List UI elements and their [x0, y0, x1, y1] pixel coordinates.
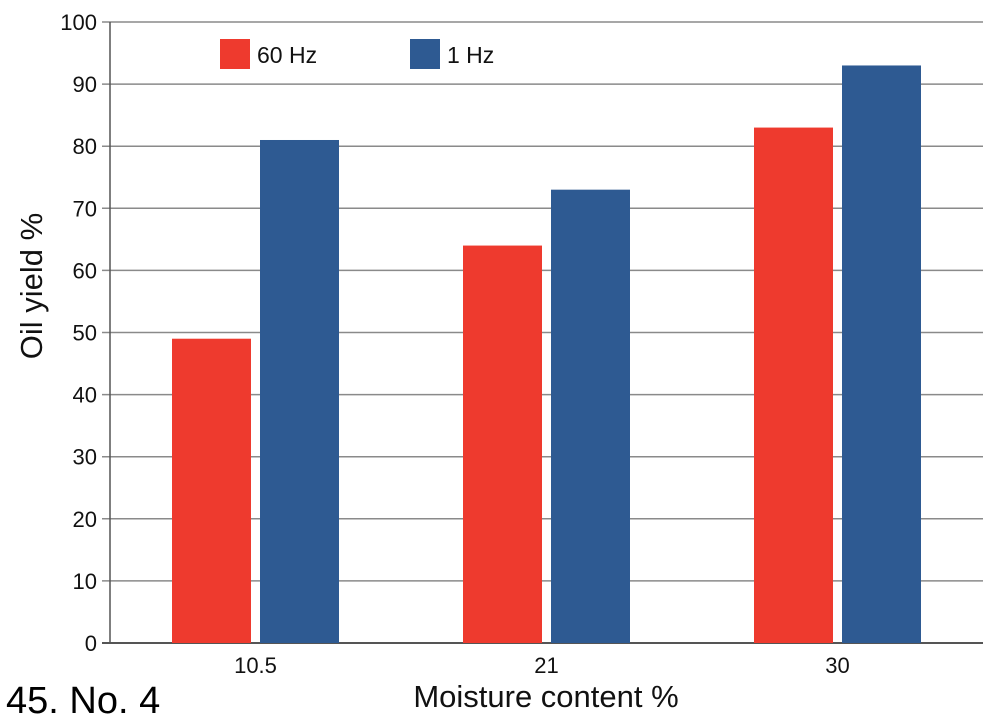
legend-label-1hz: 1 Hz: [447, 42, 494, 68]
x-axis-title: Moisture content %: [413, 679, 678, 714]
y-tick-label: 60: [73, 258, 97, 283]
legend: 60 Hz 1 Hz: [220, 39, 494, 69]
bar: [463, 245, 542, 643]
bars: [172, 65, 921, 644]
y-tick-label: 0: [85, 631, 97, 656]
y-tick-label: 80: [73, 134, 97, 159]
bar: [172, 338, 251, 643]
bar: [754, 127, 833, 643]
x-tick-label: 30: [825, 653, 849, 678]
x-tick-label: 10.5: [234, 653, 277, 678]
y-tick-label: 20: [73, 507, 97, 532]
y-axis-title: Oil yield %: [14, 213, 49, 359]
y-tick-label: 40: [73, 383, 97, 408]
x-tick-label: 21: [534, 653, 558, 678]
x-tick-labels: 10.5 21 30: [234, 653, 850, 678]
legend-swatch-1hz: [410, 39, 440, 69]
y-tick-label: 90: [73, 72, 97, 97]
y-tick-label: 30: [73, 445, 97, 470]
bar: [842, 65, 921, 644]
caption-fragment: 45. No. 4: [6, 680, 160, 715]
y-tick-label: 100: [60, 10, 97, 35]
bar: [260, 139, 339, 644]
y-tick-label: 10: [73, 569, 97, 594]
legend-swatch-60hz: [220, 39, 250, 69]
bar: [551, 189, 630, 644]
y-tick-labels: 0 10 20 30 40 50 60 70 80 90 100: [60, 10, 97, 656]
y-tick-label: 50: [73, 321, 97, 346]
legend-label-60hz: 60 Hz: [257, 42, 317, 68]
y-tick-label: 70: [73, 196, 97, 221]
